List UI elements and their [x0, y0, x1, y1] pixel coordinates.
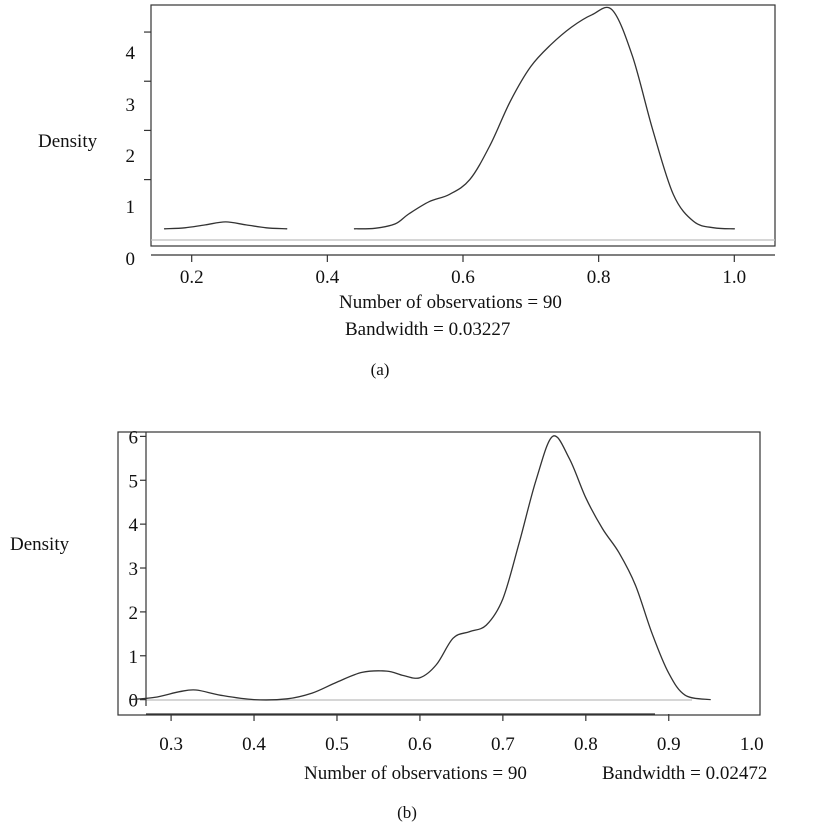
chart-a-y-tick-label: 3 — [126, 95, 136, 116]
chart-b-y-tick-label: 6 — [129, 427, 139, 448]
chart-a-x-ticks: 0.2 0.4 0.6 0.8 1.0 — [180, 255, 746, 288]
chart-b-y-axis-label: Density — [10, 534, 70, 555]
chart-a-y-tick-label: 1 — [126, 197, 136, 218]
chart-a-density-curve — [163, 6, 735, 230]
chart-b-plot-frame — [117, 431, 761, 716]
chart-a-x-tick-label: 0.8 — [587, 267, 611, 288]
chart-b-density-curve — [128, 435, 711, 701]
chart-a-y-axis-label: Density — [38, 131, 98, 152]
chart-a-y-ticks: 0 1 2 3 4 — [126, 31, 151, 270]
chart-b-y-tick-label: 3 — [129, 559, 139, 580]
chart-b-y-ticks: 0 1 2 3 4 5 6 — [129, 427, 146, 712]
chart-a-y-tick-label: 0 — [126, 249, 136, 270]
chart-a-bandwidth-annotation: Bandwidth = 0.03227 — [345, 319, 510, 340]
chart-b-y-tick-label: 5 — [129, 471, 139, 492]
chart-a-caption: (a) — [371, 360, 390, 379]
chart-b-caption: (b) — [397, 803, 417, 822]
chart-a-x-tick-label: 0.4 — [315, 267, 339, 288]
chart-b-x-tick-label: 0.4 — [242, 734, 266, 755]
chart-a-y-tick-label: 4 — [126, 43, 136, 64]
chart-b-x-tick-label: 0.7 — [491, 734, 515, 755]
chart-b-x-tick-label: 0.5 — [325, 734, 349, 755]
chart-a-x-tick-label: 0.2 — [180, 267, 204, 288]
chart-b-x-tick-label: 0.6 — [408, 734, 432, 755]
chart-b-bandwidth-annotation: Bandwidth = 0.02472 — [602, 763, 767, 784]
chart-b-x-ticks: 0.3 0.4 0.5 0.6 0.7 0.8 0.9 1.0 — [159, 714, 764, 755]
chart-b-x-tick-label: 0.9 — [657, 734, 681, 755]
chart-a-plot-frame — [150, 4, 776, 247]
chart-b-y-tick-label: 1 — [129, 647, 139, 668]
chart-b: 0 1 2 3 4 5 6 0.3 0.4 0.5 0.6 0.7 0.8 0.9 1.0 Density… — [10, 427, 767, 822]
chart-b-y-tick-label: 4 — [129, 515, 139, 536]
chart-a: 0 1 2 3 4 0.2 0.4 0.6 0.8 1.0 Density Number of … — [38, 4, 776, 379]
chart-a-x-tick-label: 1.0 — [722, 267, 746, 288]
chart-b-y-tick-label: 2 — [129, 603, 139, 624]
chart-b-y-tick-label: 0 — [129, 691, 139, 712]
chart-b-x-tick-label: 0.3 — [159, 734, 183, 755]
chart-b-observations-annotation: Number of observations = 90 — [304, 763, 527, 784]
chart-b-x-tick-label: 1.0 — [740, 734, 764, 755]
chart-a-x-tick-label: 0.6 — [451, 267, 475, 288]
chart-b-x-tick-label: 0.8 — [574, 734, 598, 755]
chart-a-y-tick-label: 2 — [126, 146, 136, 167]
chart-a-observations-annotation: Number of observations = 90 — [339, 292, 562, 313]
